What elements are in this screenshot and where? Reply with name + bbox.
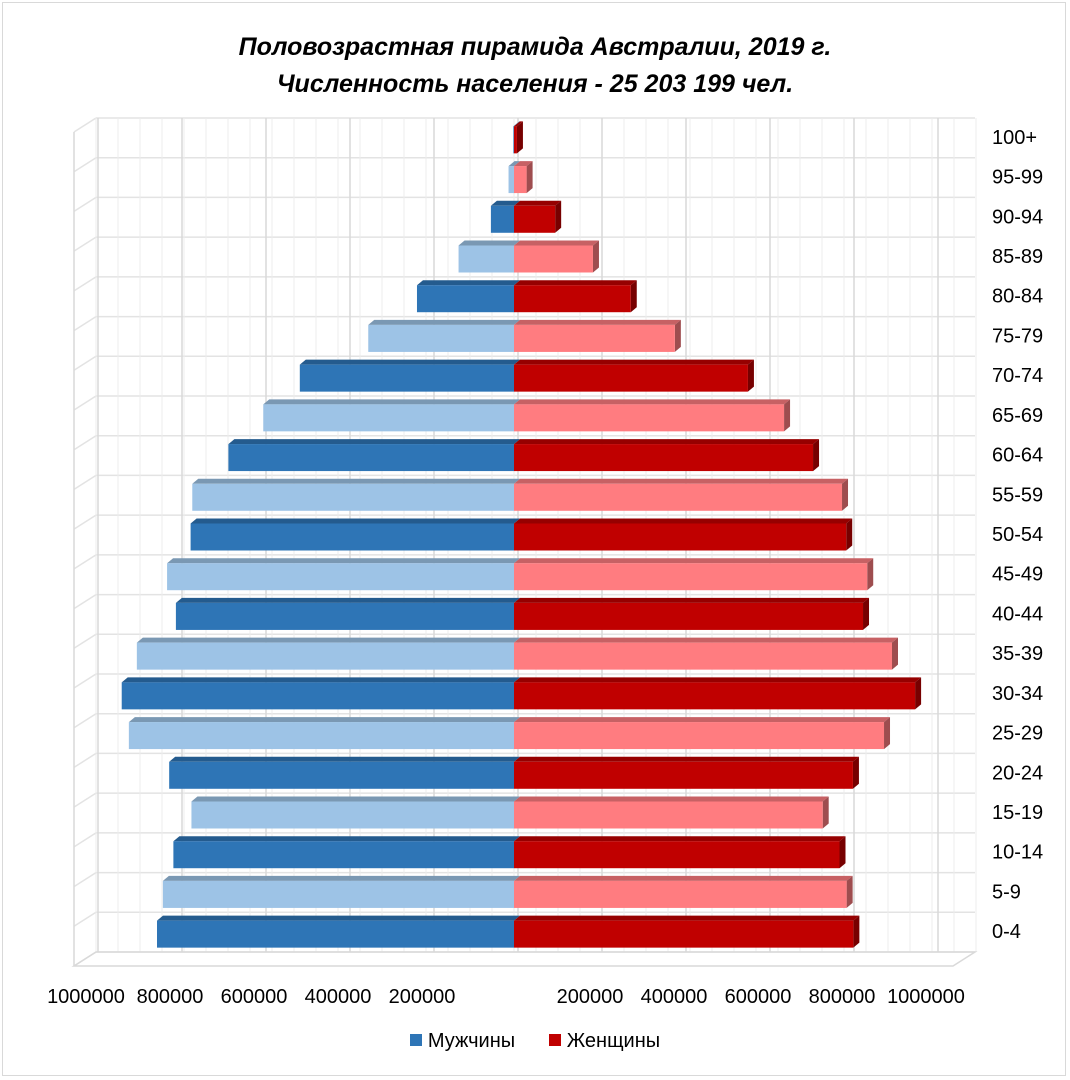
legend-item-female: Женщины (548, 1030, 661, 1053)
bar-female-90-94 (514, 200, 562, 233)
bar-female-10-14 (514, 836, 846, 869)
bar-female-80-84 (514, 280, 637, 313)
bar-female-35-39 (514, 637, 898, 670)
bar-male-30-34 (121, 677, 520, 710)
category-label: 30-34 (992, 683, 1043, 705)
x-tick-label-right: 1000000 (887, 986, 965, 1008)
x-tick-label-left: 200000 (389, 986, 456, 1008)
category-label: 100+ (992, 127, 1037, 149)
bar-male-90-94 (490, 200, 520, 233)
bar-male-60-64 (228, 439, 520, 472)
category-label: 35-39 (992, 643, 1043, 665)
bar-female-5-9 (514, 875, 853, 908)
bar-female-0-4 (514, 915, 860, 948)
x-tick-label-left: 400000 (305, 986, 372, 1008)
bar-male-5-9 (162, 875, 520, 908)
category-label: 20-24 (992, 762, 1043, 784)
legend-label-female: Женщины (566, 1030, 661, 1052)
bar-male-55-59 (192, 478, 520, 511)
chart-title: Половозрастная пирамида Австралии, 2019 … (238, 33, 832, 61)
bar-male-15-19 (191, 796, 520, 829)
bar-female-75-79 (514, 319, 681, 352)
category-label: 25-29 (992, 723, 1043, 745)
bar-female-25-29 (514, 717, 891, 750)
bar-female-30-34 (514, 677, 922, 710)
category-label: 15-19 (992, 802, 1043, 824)
bar-female-20-24 (514, 756, 859, 789)
chart-subtitle: Численность населения - 25 203 199 чел. (276, 70, 794, 98)
bar-male-70-74 (299, 359, 520, 392)
bar-male-0-4 (157, 915, 520, 948)
bar-female-45-49 (514, 558, 874, 591)
x-tick-label-left: 600000 (221, 986, 288, 1008)
bar-male-80-84 (416, 280, 520, 313)
category-label: 75-79 (992, 325, 1043, 347)
x-tick-label-left: 1000000 (47, 986, 125, 1008)
bar-male-25-29 (128, 717, 521, 750)
category-label: 50-54 (992, 524, 1043, 546)
x-tick-label-left: 800000 (137, 986, 204, 1008)
bar-male-100+ (513, 121, 520, 154)
bar-male-40-44 (175, 597, 520, 630)
x-tick-label-right: 800000 (809, 986, 876, 1008)
bar-female-95-99 (514, 161, 533, 194)
x-tick-label-right: 600000 (725, 986, 792, 1008)
bar-female-70-74 (514, 359, 754, 392)
category-label: 80-84 (992, 286, 1043, 308)
category-label: 55-59 (992, 484, 1043, 506)
bar-female-100+ (514, 121, 523, 154)
bar-female-65-69 (514, 399, 791, 432)
bar-male-95-99 (508, 161, 520, 194)
bar-female-85-89 (514, 240, 599, 273)
legend-swatch-male (409, 1034, 422, 1046)
x-tick-label-right: 200000 (557, 986, 624, 1008)
category-label: 70-74 (992, 365, 1043, 387)
chart-legend: Мужчины Женщины (0, 1030, 1070, 1053)
category-label: 10-14 (992, 842, 1043, 864)
bar-female-55-59 (514, 478, 849, 511)
category-label: 45-49 (992, 564, 1043, 586)
category-label: 85-89 (992, 246, 1043, 268)
category-label: 5-9 (992, 881, 1021, 903)
bar-male-85-89 (458, 240, 520, 273)
chart-floor (71, 951, 978, 967)
bar-male-10-14 (173, 836, 520, 869)
category-label: 90-94 (992, 206, 1043, 228)
bar-male-20-24 (169, 756, 520, 789)
category-label: 0-4 (992, 921, 1021, 943)
bar-male-65-69 (263, 399, 520, 432)
bar-female-50-54 (514, 518, 853, 551)
bar-male-45-49 (167, 558, 520, 591)
bar-male-35-39 (136, 637, 520, 670)
legend-label-male: Мужчины (427, 1030, 516, 1052)
x-tick-label-right: 400000 (641, 986, 708, 1008)
bar-female-15-19 (514, 796, 829, 829)
bar-female-40-44 (514, 597, 870, 630)
legend-swatch-female (548, 1034, 561, 1046)
bar-male-75-79 (368, 319, 520, 352)
category-label: 65-69 (992, 405, 1043, 427)
category-label: 95-99 (992, 167, 1043, 189)
legend-item-male: Мужчины (409, 1030, 516, 1053)
bar-female-60-64 (514, 439, 820, 472)
bar-male-50-54 (190, 518, 520, 551)
category-label: 60-64 (992, 445, 1043, 467)
category-label: 40-44 (992, 603, 1043, 625)
